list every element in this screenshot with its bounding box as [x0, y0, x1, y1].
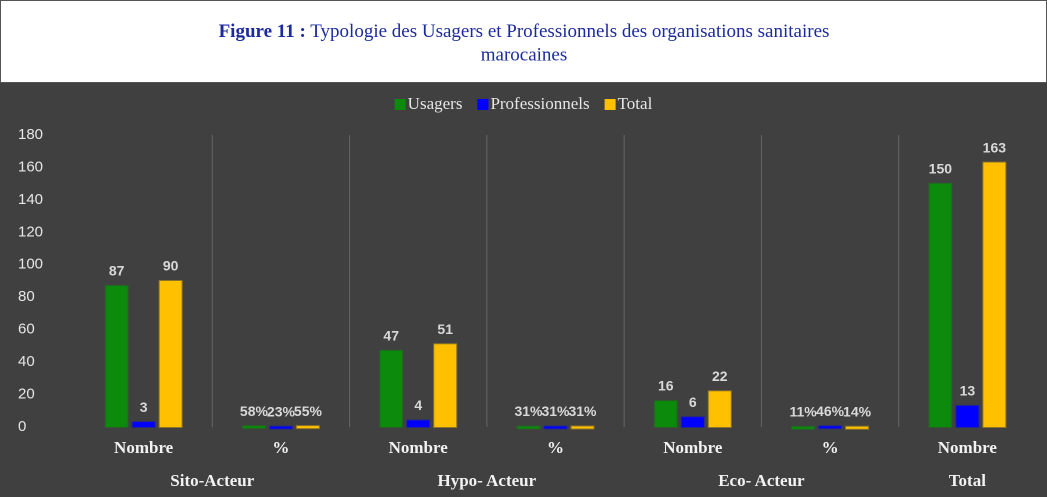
y-tick-label: 20	[18, 386, 35, 403]
title-prefix: Figure 11 :	[219, 21, 306, 42]
bar	[928, 182, 953, 428]
bar	[158, 280, 183, 428]
group-label: Sito-Acteur	[170, 471, 254, 490]
data-label: 55%	[294, 403, 323, 419]
x-tick-label: Nombre	[938, 438, 998, 457]
data-label: 90	[163, 258, 179, 274]
plot-background	[0, 83, 1047, 497]
bar	[406, 419, 431, 428]
bar	[791, 425, 816, 430]
legend-swatch	[394, 99, 406, 110]
data-label: 13	[960, 383, 976, 399]
y-tick-label: 60	[18, 321, 35, 338]
bar	[570, 425, 595, 430]
y-tick-label: 100	[18, 256, 43, 273]
x-tick-label: Nombre	[114, 438, 174, 457]
bar	[818, 425, 843, 430]
x-tick-label: %	[272, 438, 289, 457]
bar	[241, 425, 266, 430]
data-label: 47	[383, 327, 399, 343]
data-label: 22	[712, 368, 728, 384]
bar	[982, 161, 1007, 428]
legend-label: Total	[618, 94, 653, 113]
y-tick-label: 40	[18, 353, 35, 370]
data-label: 51	[437, 321, 453, 337]
bar	[379, 349, 404, 428]
bar	[104, 284, 129, 428]
x-tick-label: Nombre	[389, 438, 449, 457]
bar	[131, 421, 156, 428]
data-label: 16	[658, 378, 674, 394]
bar	[707, 390, 732, 428]
data-label: 3	[140, 399, 148, 415]
x-tick-label: %	[547, 438, 564, 457]
bar	[543, 425, 568, 430]
legend-swatch	[477, 99, 489, 110]
data-label: 4	[414, 397, 422, 413]
data-label: 58%	[240, 403, 269, 419]
legend-label: Professionnels	[490, 94, 589, 113]
title-line2: marocaines	[481, 44, 568, 65]
x-tick-label: Nombre	[663, 438, 723, 457]
bar	[268, 425, 293, 430]
bar	[845, 425, 870, 430]
y-tick-label: 120	[18, 223, 43, 240]
data-label: 87	[109, 263, 125, 279]
bar	[653, 400, 678, 428]
group-label: Eco- Acteur	[718, 471, 805, 490]
data-label: 6	[689, 394, 697, 410]
data-label: 31%	[541, 403, 570, 419]
bar	[955, 404, 980, 428]
title-line1: Typologie des Usagers et Professionnels …	[310, 21, 829, 42]
y-tick-label: 160	[18, 158, 43, 175]
bar	[516, 425, 541, 430]
data-label: 31%	[514, 403, 543, 419]
data-label: 23%	[267, 403, 296, 419]
data-label: 150	[929, 160, 953, 176]
group-label: Total	[949, 471, 986, 490]
bar	[433, 343, 458, 428]
y-tick-label: 0	[18, 418, 26, 435]
chart-title: Figure 11 : Typologie des Usagers et Pro…	[219, 21, 830, 42]
legend-swatch	[604, 99, 616, 110]
x-tick-label: %	[822, 438, 839, 457]
data-label: 46%	[816, 403, 845, 419]
title-box	[0, 0, 1047, 83]
y-tick-label: 140	[18, 191, 43, 208]
bar	[295, 425, 320, 430]
legend-label: Usagers	[408, 94, 463, 113]
bar	[680, 416, 705, 428]
data-label: 11%	[789, 404, 817, 420]
data-label: 31%	[568, 403, 597, 419]
y-tick-label: 80	[18, 288, 35, 305]
y-tick-label: 180	[18, 126, 43, 143]
data-label: 14%	[843, 403, 872, 419]
data-label: 163	[983, 139, 1007, 155]
group-label: Hypo- Acteur	[438, 471, 537, 490]
